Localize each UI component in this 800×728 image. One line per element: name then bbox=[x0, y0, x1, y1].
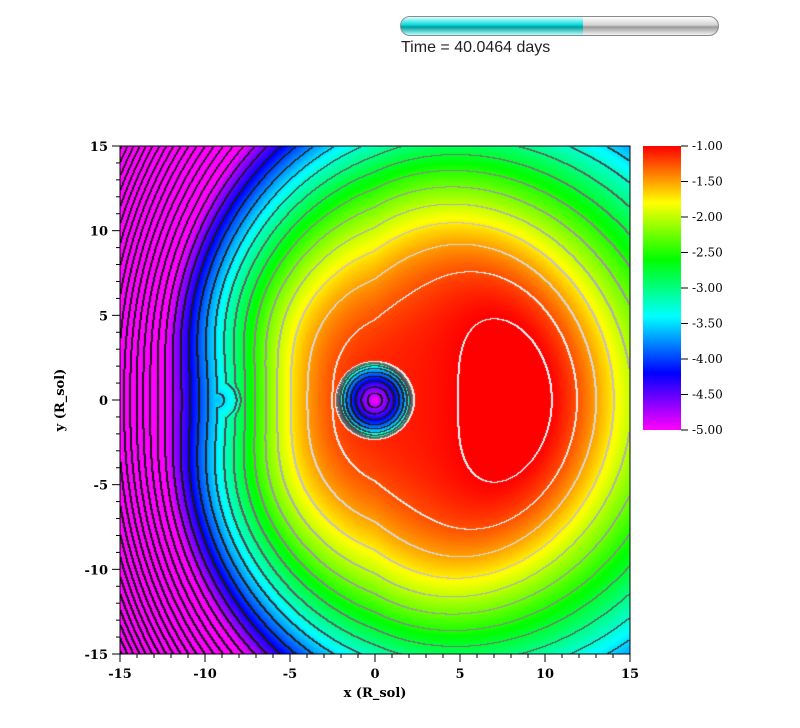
colorbar-tick-label: -4.00 bbox=[692, 352, 723, 366]
x-tick-label: 0 bbox=[370, 667, 379, 682]
x-tick-label: 15 bbox=[621, 667, 639, 682]
heatmap-canvas-group bbox=[120, 146, 630, 654]
x-tick-label: 10 bbox=[536, 667, 554, 682]
colorbar-tick-label: -2.50 bbox=[692, 246, 723, 260]
colorbar-tick-label: -3.00 bbox=[692, 281, 723, 295]
time-progress-bar bbox=[400, 16, 719, 36]
x-tick-label: 5 bbox=[455, 667, 464, 682]
x-tick-label: -10 bbox=[193, 667, 217, 682]
colorbar-tick-label: -1.50 bbox=[692, 175, 723, 189]
time-progress-fill bbox=[401, 17, 584, 35]
y-tick-label: 10 bbox=[90, 225, 108, 240]
y-axis-label: y (R_sol) bbox=[53, 369, 68, 433]
colorbar-tick-label: -4.50 bbox=[692, 388, 723, 402]
x-axis-label: x (R_sol) bbox=[344, 686, 407, 701]
colorbar-tick-label: -1.00 bbox=[692, 139, 723, 153]
y-tick-label: -10 bbox=[85, 563, 109, 578]
y-tick-label: -5 bbox=[94, 479, 108, 494]
heatmap-image bbox=[120, 146, 630, 654]
y-tick-label: 0 bbox=[99, 394, 108, 409]
y-tick-label: 5 bbox=[99, 309, 108, 324]
colorbar-tick-label: -3.50 bbox=[692, 317, 723, 331]
colorbar-tick-label: -5.00 bbox=[692, 423, 723, 437]
colorbar-tick-label: -2.00 bbox=[692, 210, 723, 224]
x-axis: -15 -10 -5 0 5 10 15 bbox=[108, 654, 639, 682]
colorbar-ticks: -1.00 -1.50 -2.00 -2.50 -3.00 -3.50 -4.00 -4.50… bbox=[681, 139, 723, 437]
x-tick-label: -5 bbox=[283, 667, 297, 682]
colorbar bbox=[643, 146, 681, 430]
y-tick-label: -15 bbox=[85, 648, 109, 663]
y-axis: -15 -10 -5 0 5 10 15 bbox=[85, 140, 120, 663]
time-label: Time = 40.0464 days bbox=[401, 39, 551, 56]
x-tick-label: -15 bbox=[108, 667, 132, 682]
y-tick-label: 15 bbox=[90, 140, 108, 155]
